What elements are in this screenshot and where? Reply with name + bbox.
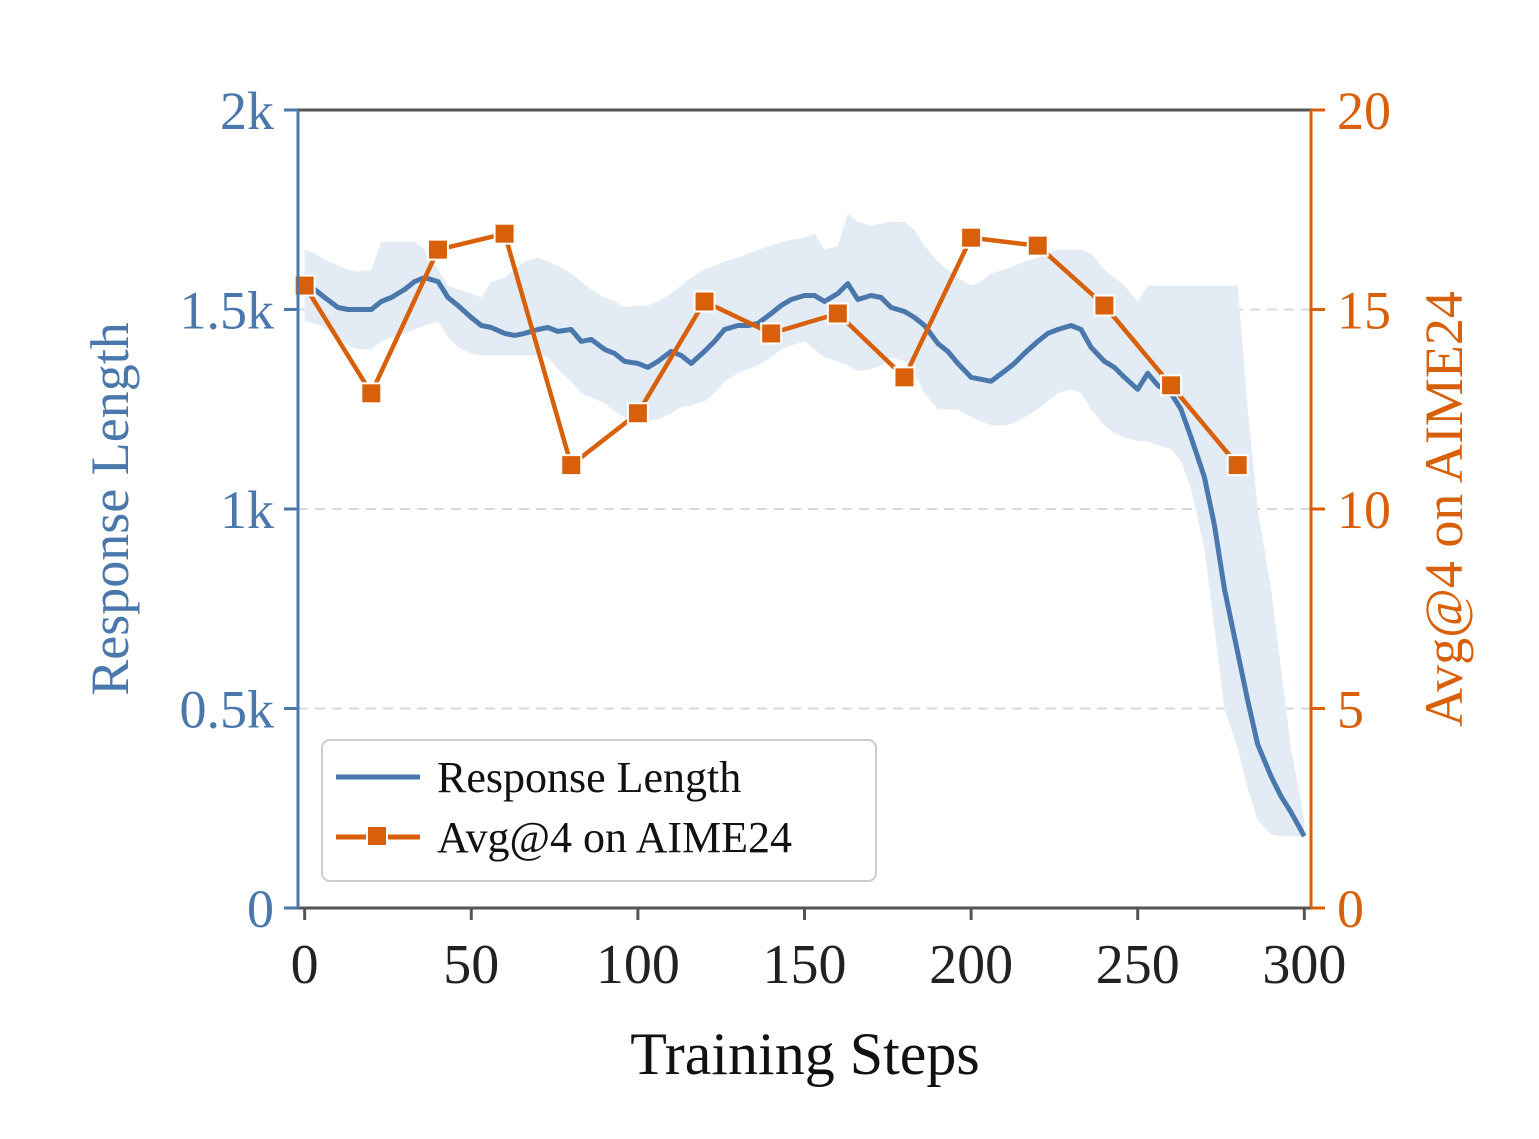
- aime24-marker-8: [826, 302, 849, 325]
- y-axis-label-right: Avg@4 on AIME24: [1414, 291, 1474, 727]
- y-axis-label-left: Response Length: [80, 322, 140, 695]
- x-tick-label-5: 250: [1096, 934, 1180, 996]
- x-tick-label-1: 50: [443, 934, 499, 996]
- y-right-tick-label-2: 10: [1337, 480, 1391, 540]
- legend: Response Length Avg@4 on AIME24: [321, 739, 877, 882]
- aime24-marker-10: [960, 226, 983, 249]
- legend-frame: [321, 739, 877, 882]
- aime24-marker-0: [293, 274, 316, 297]
- aime24-marker-9: [893, 366, 916, 389]
- line-layer: [293, 222, 1307, 838]
- aime24-marker-6: [693, 290, 716, 313]
- x-tick-label-6: 300: [1262, 934, 1346, 996]
- aime24-marker-3: [493, 222, 516, 245]
- y-left-tick-label-1: 0.5k: [180, 680, 275, 740]
- y-right-tick-label-3: 15: [1337, 281, 1391, 341]
- response-length-band: [304, 213, 1305, 837]
- legend-aime24-marker: [366, 825, 388, 847]
- aime24-marker-14: [1226, 454, 1249, 477]
- x-axis-label: Training Steps: [630, 1021, 980, 1087]
- aime24-marker-7: [760, 322, 783, 345]
- x-tick-label-2: 100: [596, 934, 680, 996]
- aime24-marker-4: [560, 454, 583, 477]
- aime24-marker-1: [360, 382, 383, 405]
- band-layer: [304, 213, 1305, 837]
- aime24-marker-5: [626, 402, 649, 425]
- legend-aime24-label: Avg@4 on AIME24: [437, 813, 792, 862]
- x-tick-label-4: 200: [929, 934, 1013, 996]
- aime24-marker-11: [1026, 234, 1049, 257]
- y-right-tick-label-1: 5: [1337, 680, 1364, 740]
- x-tick-label-3: 150: [763, 934, 847, 996]
- aime24-marker-13: [1160, 374, 1183, 397]
- x-tick-label-0: 0: [291, 934, 319, 996]
- y-left-tick-label-2: 1k: [220, 480, 274, 540]
- aime24-marker-2: [426, 238, 449, 261]
- aime24-marker-12: [1093, 294, 1116, 317]
- legend-response-length-label: Response Length: [437, 753, 741, 802]
- y-left-tick-label-3: 1.5k: [180, 281, 275, 341]
- y-right-tick-label-4: 20: [1337, 81, 1391, 141]
- y-left-tick-label-4: 2k: [220, 81, 274, 141]
- y-left-tick-label-0: 0: [247, 879, 274, 939]
- y-right-tick-label-0: 0: [1337, 879, 1364, 939]
- response-length-line: [303, 275, 1307, 838]
